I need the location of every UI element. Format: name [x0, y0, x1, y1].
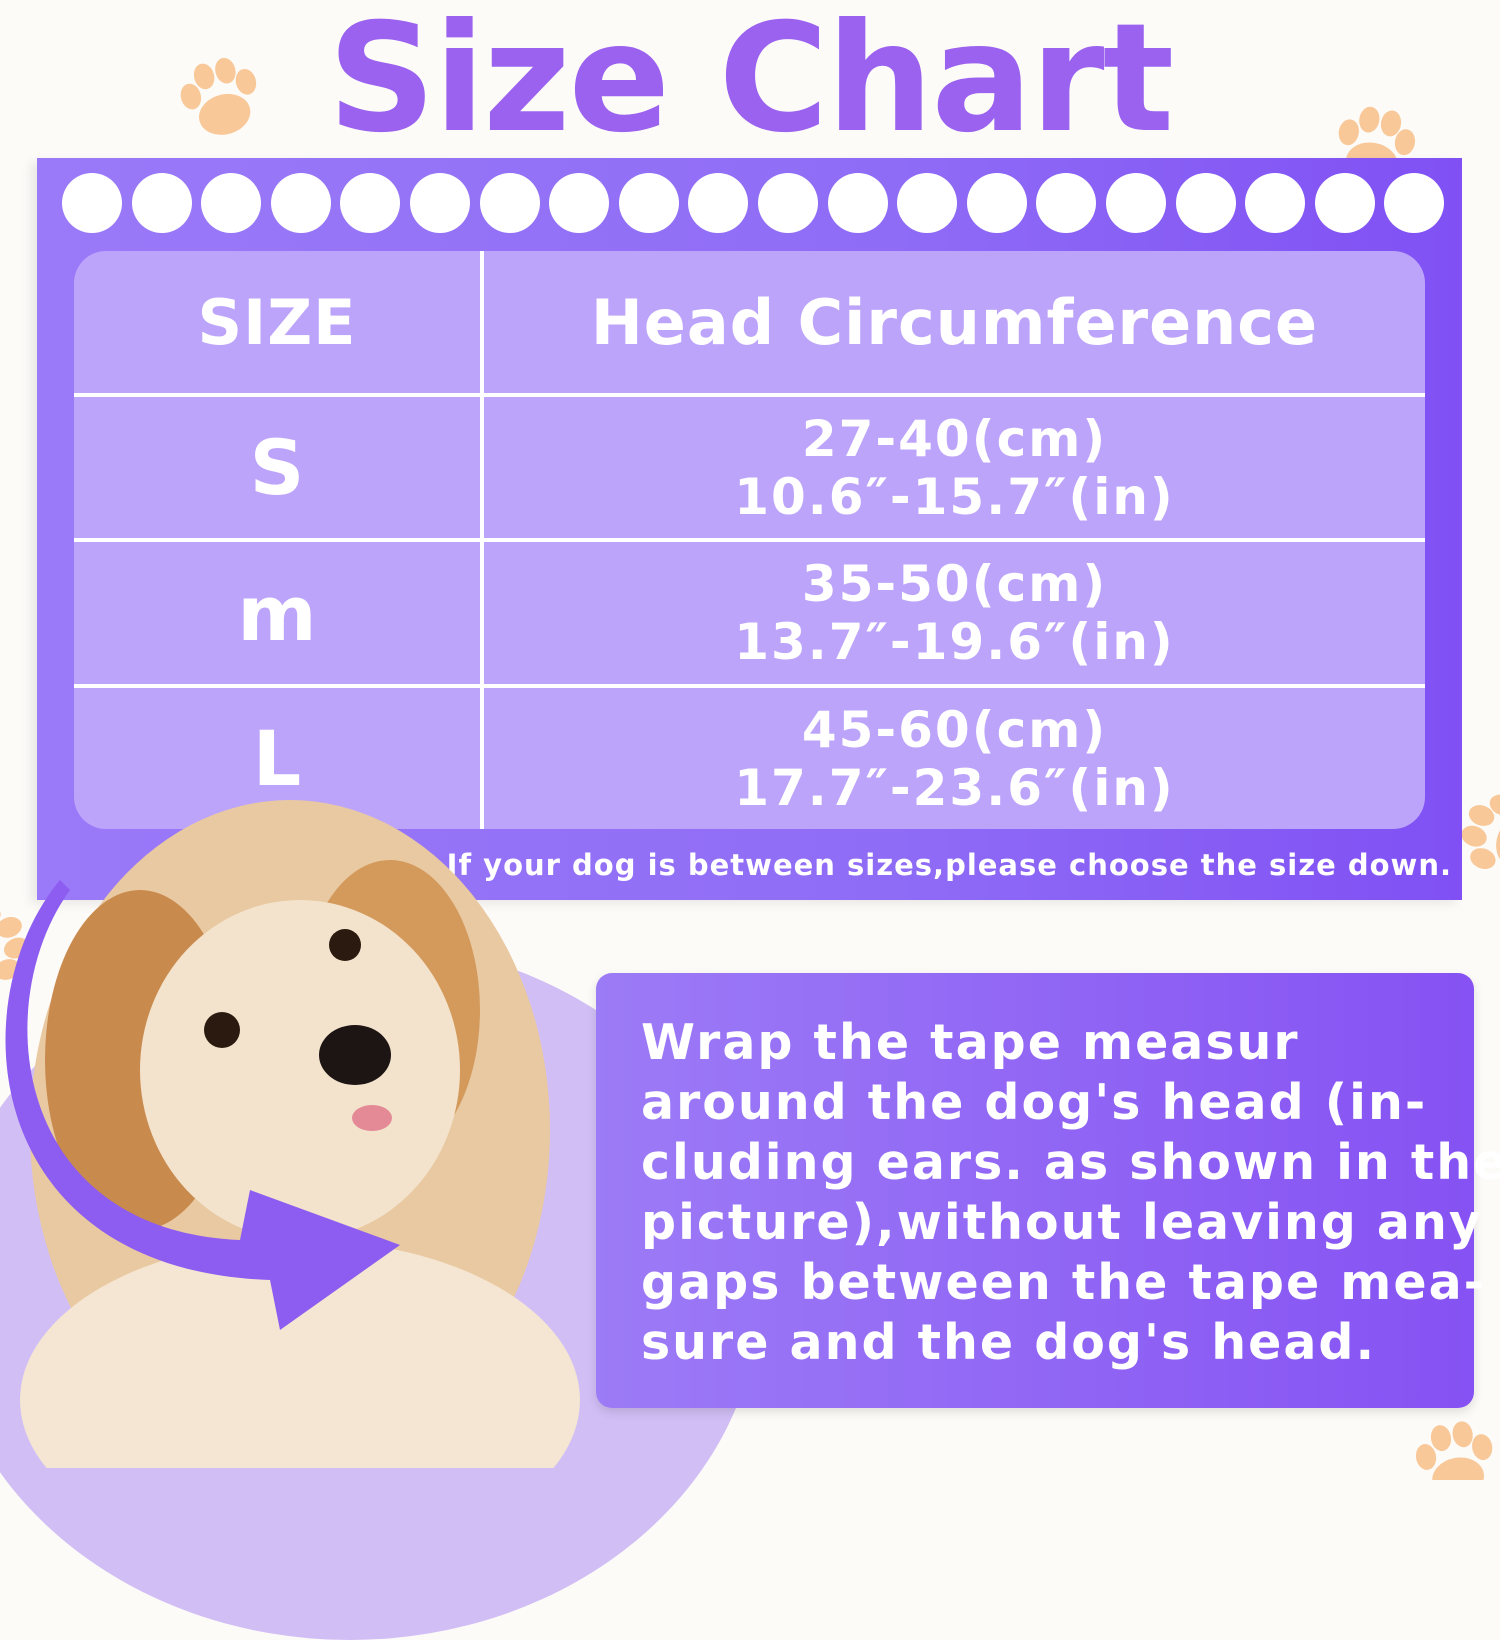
measure-cm: 27-40(cm) [801, 409, 1108, 468]
decorative-dot [270, 173, 331, 233]
measure-in: 10.6″-15.7″(in) [734, 467, 1175, 526]
header-size: SIZE [197, 285, 357, 359]
instructions-box: Wrap the tape measur around the dog's he… [596, 973, 1500, 1408]
decorative-dot [1384, 173, 1445, 233]
measure-cm: 45-60(cm) [801, 700, 1108, 759]
decorative-dot [410, 173, 470, 233]
dog-photo [5, 800, 580, 1468]
size-s: S [249, 423, 305, 512]
instruction-line: picture),without leaving any [641, 1194, 1483, 1251]
decorative-dot [1036, 173, 1097, 233]
instruction-line: sure and the dog's head. [641, 1314, 1377, 1371]
decorative-dot [758, 173, 818, 233]
table-row-m-measure: 35-50(cm) 13.7″-19.6″(in) [484, 542, 1425, 684]
decorative-dot [827, 173, 888, 233]
measure-cm: 35-50(cm) [801, 555, 1108, 613]
decorative-dot [618, 173, 679, 233]
header-head-circumference: Head Circumference [590, 285, 1319, 359]
decorative-dot [966, 173, 1027, 233]
decorative-dot [1175, 173, 1236, 233]
decorative-dot [1245, 173, 1306, 233]
paw-icon [1411, 1416, 1500, 1480]
size-table: SIZE Head Circumference S 27-40(cm) 10.6… [74, 251, 1425, 829]
instruction-line: around the dog's head (in- [641, 1074, 1428, 1131]
decorative-dot [549, 173, 610, 233]
measure-in: 17.7″-23.6″(in) [734, 758, 1175, 817]
decorative-dot [340, 173, 401, 233]
instruction-line: cluding ears. as shown in the [641, 1134, 1500, 1191]
size-l: L [252, 714, 302, 803]
measure-in: 13.7″-19.6″(in) [734, 613, 1175, 671]
table-row-l-measure: 45-60(cm) 17.7″-23.6″(in) [484, 688, 1425, 829]
table-row-s-measure: 27-40(cm) 10.6″-15.7″(in) [484, 397, 1425, 538]
decorative-dot [479, 173, 540, 233]
decorative-dot [1314, 173, 1375, 233]
decorative-dot [131, 173, 192, 233]
decorative-dot [897, 173, 958, 233]
decorative-dot [1106, 173, 1166, 233]
instruction-line: gaps between the tape mea- [641, 1254, 1486, 1311]
decorative-dot [688, 173, 749, 233]
page-title: Size Chart [327, 0, 1174, 166]
instructions-text: Wrap the tape measur around the dog's he… [641, 1013, 1500, 1373]
curved-arrow-icon [5, 880, 400, 1330]
decorative-dot [201, 173, 262, 233]
instruction-line: Wrap the tape measur [641, 1014, 1300, 1071]
size-m: m [237, 568, 317, 658]
sizing-note: If your dog is between sizes,please choo… [446, 848, 1452, 882]
decorative-dot [62, 173, 122, 233]
